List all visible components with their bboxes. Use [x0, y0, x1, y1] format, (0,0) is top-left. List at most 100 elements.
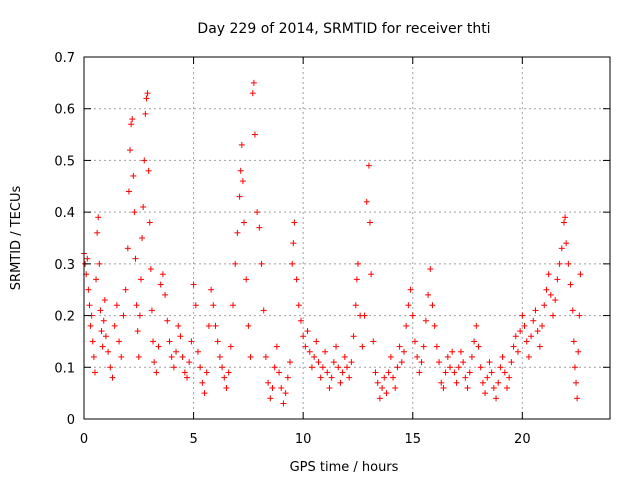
data-point [512, 333, 519, 340]
data-point [291, 219, 298, 226]
data-point [440, 384, 447, 391]
data-point [416, 369, 423, 376]
data-point [484, 374, 491, 381]
data-point [137, 276, 144, 283]
data-point [111, 322, 118, 329]
x-tick-label: 20 [514, 432, 531, 447]
data-point [514, 348, 521, 355]
data-point [558, 245, 565, 252]
y-tick-label: 0 [67, 413, 75, 428]
data-point [473, 322, 480, 329]
data-point [339, 369, 346, 376]
data-point [567, 281, 574, 288]
data-point [519, 312, 526, 319]
axes [83, 56, 611, 420]
data-point [517, 328, 524, 335]
data-point [273, 343, 280, 350]
data-point [482, 390, 489, 397]
y-tick-label: 0.2 [54, 310, 75, 325]
points [81, 79, 584, 407]
data-point [525, 353, 532, 360]
data-point [118, 353, 125, 360]
data-point [444, 353, 451, 360]
data-point [240, 219, 247, 226]
data-point [326, 384, 333, 391]
data-point [223, 384, 230, 391]
data-point [162, 291, 169, 298]
data-point [262, 353, 269, 360]
data-point [379, 384, 386, 391]
data-point [552, 297, 559, 304]
data-point [547, 291, 554, 298]
data-point [506, 374, 513, 381]
data-point [85, 286, 92, 293]
data-point [120, 312, 127, 319]
data-point [95, 214, 102, 221]
data-point [573, 379, 580, 386]
data-point [86, 302, 93, 309]
data-point [405, 302, 412, 309]
data-point [475, 343, 482, 350]
data-point [508, 359, 515, 366]
data-point [280, 400, 287, 407]
data-point [556, 260, 563, 267]
data-point [510, 343, 517, 350]
data-point [427, 266, 434, 273]
data-point [135, 353, 142, 360]
data-point [232, 260, 239, 267]
x-axis-label: GPS time / hours [290, 460, 399, 475]
data-point [565, 260, 572, 267]
data-point [575, 348, 582, 355]
data-point [142, 110, 149, 117]
data-point [398, 359, 405, 366]
data-point [221, 374, 228, 381]
data-point [155, 343, 162, 350]
y-tick-label: 0.6 [54, 103, 75, 118]
data-point [550, 312, 557, 319]
data-point [225, 369, 232, 376]
data-point [554, 276, 561, 283]
data-point [144, 90, 151, 97]
data-point [234, 229, 241, 236]
data-point [238, 141, 245, 148]
data-point [188, 338, 195, 345]
data-point [501, 369, 508, 376]
data-point [93, 276, 100, 283]
data-point [414, 353, 421, 360]
data-point [293, 276, 300, 283]
data-point [574, 395, 581, 402]
data-point [276, 369, 283, 376]
data-point [175, 322, 182, 329]
data-point [210, 302, 217, 309]
data-point [541, 302, 548, 309]
data-point [411, 338, 418, 345]
data-point [214, 338, 221, 345]
data-point [128, 121, 135, 128]
data-point [247, 353, 254, 360]
data-point [528, 333, 535, 340]
data-point [96, 260, 103, 267]
data-point [521, 322, 528, 329]
data-point [236, 193, 243, 200]
data-point [346, 374, 353, 381]
data-point [297, 317, 304, 324]
data-point [251, 131, 258, 138]
data-point [490, 384, 497, 391]
data-point [181, 369, 188, 376]
data-point [418, 359, 425, 366]
data-point [125, 188, 132, 195]
data-point [109, 374, 116, 381]
data-point [468, 353, 475, 360]
data-point [168, 353, 175, 360]
data-point [420, 343, 427, 350]
data-point [201, 390, 208, 397]
data-point [381, 374, 388, 381]
data-point [184, 374, 191, 381]
data-point [173, 348, 180, 355]
y-tick-label: 0.5 [54, 154, 75, 169]
data-point [429, 302, 436, 309]
data-point [284, 374, 291, 381]
data-point [254, 209, 261, 216]
data-point [460, 359, 467, 366]
data-point [365, 162, 372, 169]
